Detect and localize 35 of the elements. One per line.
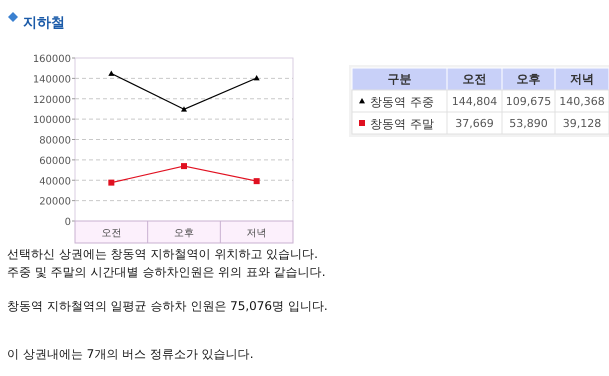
- y-tick-label: 20000: [39, 196, 71, 208]
- category-label: 저녁: [570, 72, 594, 86]
- text: 이 상권내에는 7개의 버스 정류소가 있습니다.: [7, 347, 254, 361]
- point: [254, 75, 260, 80]
- y-tick-label: 120000: [32, 94, 71, 106]
- point: [181, 106, 187, 112]
- point: [108, 180, 114, 186]
- y-tick-label: 40000: [39, 176, 71, 188]
- point: [108, 70, 114, 76]
- y-tick-label: 140000: [32, 74, 71, 86]
- legend-title: 구분: [388, 72, 412, 86]
- y-tick-label: 80000: [39, 136, 71, 146]
- text: 140,368: [559, 95, 605, 108]
- text: 109,675: [506, 95, 552, 108]
- category-label: 오후: [516, 72, 540, 86]
- category-label: 오전: [462, 72, 486, 86]
- y-tick-label: 0: [64, 217, 71, 228]
- text: 144,804: [452, 95, 498, 108]
- point: [181, 163, 187, 170]
- text: 선택하신 상권에는 창동역 지하철역이 위치하고 있습니다.: [7, 247, 318, 261]
- y-tick-label: 100000: [32, 115, 71, 126]
- text: 37,669: [455, 117, 494, 130]
- chart-title: 지하철: [23, 15, 65, 31]
- point: [254, 178, 260, 184]
- text: 39,128: [562, 117, 602, 130]
- y-tick-label: 160000: [32, 54, 71, 65]
- text: 53,890: [509, 117, 548, 130]
- text: 주중 및 주말의 시간대별 승하차인원은 위의 표와 같습니다.: [7, 265, 326, 279]
- legend-label: 창동역 주중: [370, 95, 434, 109]
- x-tick-label: 저녁: [246, 228, 267, 239]
- legend-label: 창동역 주말: [370, 117, 434, 131]
- x-tick-label: 오후: [174, 228, 194, 239]
- text: 창동역 지하철역의 일평균 승하차 인원은 75,076명 입니다.: [7, 299, 328, 313]
- x-tick-label: 오전: [101, 228, 122, 239]
- y-tick-label: 60000: [39, 156, 71, 167]
